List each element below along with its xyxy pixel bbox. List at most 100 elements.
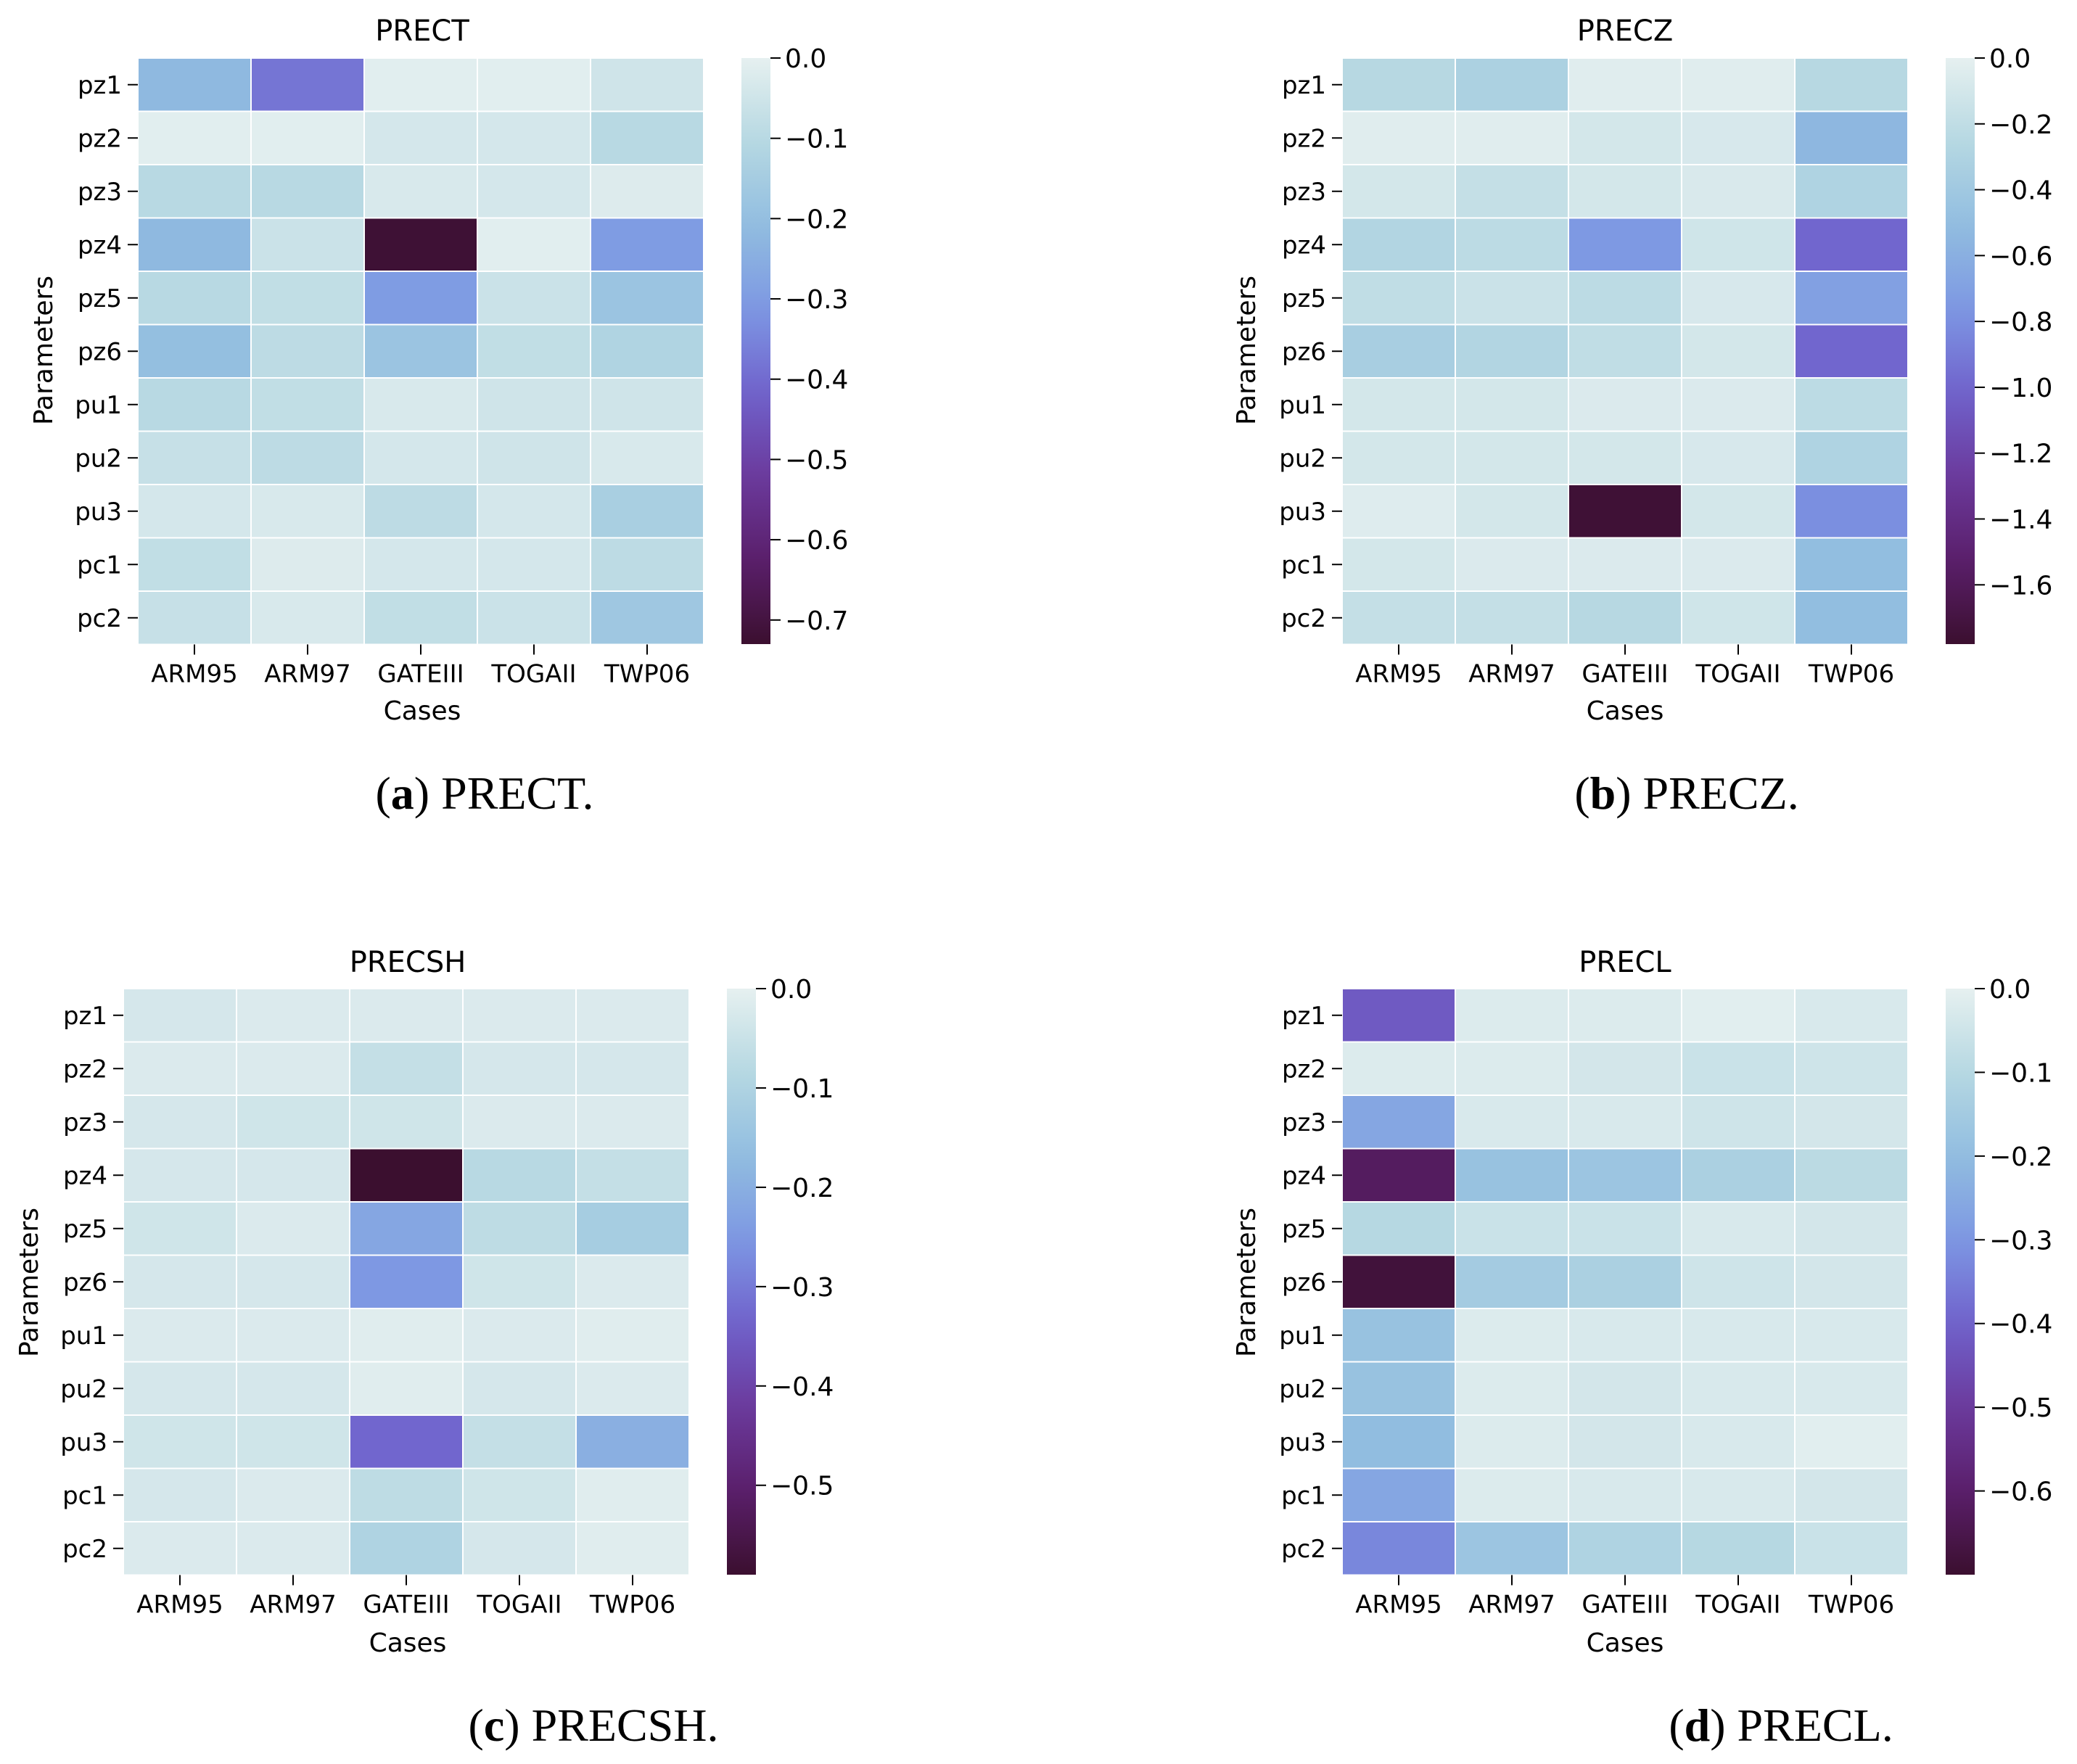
- column-label-TWP06: TWP06: [604, 660, 690, 689]
- column-label-ARM95: ARM95: [1355, 660, 1441, 689]
- heatmap-cell-pu2-TOGAII: [477, 430, 591, 485]
- row-label-pz5: pz5: [1282, 1215, 1326, 1244]
- heatmap-cell-pc1-TWP06: [1794, 1467, 1909, 1522]
- heatmap-cell-pz1-ARM95: [1341, 57, 1456, 112]
- panel-c-cells: [123, 988, 690, 1576]
- heatmap-cell-pz5-ARM95: [137, 271, 252, 326]
- heatmap-cell-pu1-TWP06: [1794, 1308, 1909, 1363]
- column-label-ARM97: ARM97: [250, 1591, 336, 1620]
- heatmap-cell-pc2-TOGAII: [1681, 1521, 1796, 1576]
- heatmap-cell-pc1-TWP06: [590, 537, 704, 592]
- heatmap-cell-pu1-ARM97: [236, 1308, 350, 1363]
- heatmap-cell-pu2-TWP06: [590, 430, 704, 485]
- heatmap-cell-pz2-ARM97: [236, 1041, 350, 1096]
- row-label-pu3: pu3: [60, 1428, 107, 1457]
- heatmap-cell-pc1-TWP06: [575, 1467, 690, 1522]
- column-label-GATEIII: GATEIII: [377, 660, 464, 689]
- heatmap-cell-pu2-ARM97: [236, 1361, 350, 1416]
- heatmap-cell-pz2-GATEIII: [363, 110, 478, 165]
- heatmap-cell-pz3-ARM97: [250, 164, 365, 219]
- heatmap-cell-pu3-ARM95: [1341, 1414, 1456, 1470]
- heatmap-cell-pz4-TWP06: [1794, 217, 1909, 272]
- heatmap-cell-pz5-ARM97: [1455, 1201, 1569, 1256]
- column-label-GATEIII: GATEIII: [1582, 660, 1668, 689]
- row-label-pu3: pu3: [1279, 1428, 1326, 1457]
- heatmap-cell-pz4-GATEIII: [1568, 1147, 1682, 1203]
- heatmap-cell-pz1-ARM97: [1455, 57, 1569, 112]
- column-label-ARM95: ARM95: [1355, 1591, 1441, 1620]
- heatmap-cell-pc1-GATEIII: [363, 537, 478, 592]
- panel-d-ylabel: Parameters: [1232, 1208, 1262, 1357]
- panel-d-xlabel: Cases: [1587, 1628, 1664, 1658]
- row-label-pu1: pu1: [60, 1322, 107, 1351]
- heatmap-cell-pz4-ARM95: [1341, 217, 1456, 272]
- colorbar-tick-label: −0.1: [785, 125, 848, 154]
- row-label-pz1: pz1: [1282, 1002, 1326, 1031]
- heatmap-cell-pz3-ARM95: [1341, 164, 1456, 219]
- heatmap-cell-pu2-ARM95: [123, 1361, 237, 1416]
- heatmap-cell-pz3-ARM95: [1341, 1095, 1456, 1150]
- heatmap-cell-pz6-GATEIII: [363, 323, 478, 379]
- heatmap-cell-pu1-ARM95: [1341, 377, 1456, 432]
- panel-d-colorbar: 0.0 −0.1 −0.2 −0.3 −0.4 −0.5 −0.6: [1946, 975, 2052, 1575]
- heatmap-cell-pz1-TOGAII: [1681, 988, 1796, 1043]
- heatmap-cell-pz5-TWP06: [1794, 271, 1909, 326]
- row-label-pc2: pc2: [62, 1535, 107, 1564]
- colorbar-tick-label: −0.5: [770, 1472, 834, 1501]
- colorbar-tick-label: −0.4: [1989, 176, 2052, 206]
- column-label-TOGAII: TOGAII: [490, 660, 576, 689]
- column-label-TOGAII: TOGAII: [1695, 1591, 1780, 1620]
- panel-c-row-labels: pz1 pz2 pz3 pz4 pz5 pz6 pu1 pu2 pu3 pc1 pc2: [60, 1002, 123, 1564]
- heatmap-cell-pc1-ARM97: [236, 1467, 350, 1522]
- heatmap-cell-pz1-GATEIII: [1568, 988, 1682, 1043]
- heatmap-cell-pz2-TOGAII: [1681, 1041, 1796, 1096]
- heatmap-cell-pz2-GATEIII: [1568, 110, 1682, 165]
- row-label-pu2: pu2: [75, 444, 122, 473]
- panel-d-caption-text: PRECL.: [1737, 1699, 1893, 1751]
- heatmap-cell-pz6-ARM95: [1341, 1254, 1456, 1309]
- panel-c-caption-text: PRECSH.: [532, 1699, 719, 1751]
- row-label-pu1: pu1: [75, 391, 122, 420]
- heatmap-cell-pz4-GATEIII: [1568, 217, 1682, 272]
- heatmap-cell-pu1-ARM95: [1341, 1308, 1456, 1363]
- heatmap-cell-pu1-TWP06: [590, 377, 704, 432]
- heatmap-cell-pc1-GATEIII: [1568, 537, 1682, 592]
- heatmap-cell-pu1-TOGAII: [1681, 377, 1796, 432]
- heatmap-cell-pc1-GATEIII: [349, 1467, 464, 1522]
- panel-b: PRECZ pz1pz2pz3pz4pz5pz6pu1pu2pu3pc1pc2 …: [1232, 15, 2052, 819]
- heatmap-cell-pu2-ARM95: [137, 430, 252, 485]
- heatmap-cell-pz4-GATEIII: [349, 1147, 464, 1203]
- row-label-pc2: pc2: [77, 604, 122, 633]
- colorbar-gradient: [741, 58, 770, 644]
- heatmap-cell-pz6-TOGAII: [462, 1254, 577, 1309]
- heatmap-cell-pz4-ARM95: [137, 217, 252, 272]
- row-label-pu2: pu2: [1279, 444, 1326, 473]
- heatmap-cell-pz6-ARM95: [1341, 323, 1456, 379]
- panel-b-colorbar: 0.0 −0.2 −0.4 −0.6 −0.8 −1.0 −1.2 −1.4 −1.6: [1946, 44, 2052, 644]
- heatmap-cell-pz3-TWP06: [575, 1095, 690, 1150]
- heatmap-cell-pz4-TOGAII: [462, 1147, 577, 1203]
- heatmap-cell-pu2-TWP06: [575, 1361, 690, 1416]
- panel-a-colorbar: 0.0 −0.1 −0.2 −0.3 −0.4 −0.5 −0.6 −0.7: [741, 44, 848, 644]
- heatmap-cell-pz5-GATEIII: [349, 1201, 464, 1256]
- heatmap-cell-pu2-GATEIII: [1568, 1361, 1682, 1416]
- row-label-pz6: pz6: [1282, 1268, 1326, 1297]
- heatmap-cell-pu1-GATEIII: [349, 1308, 464, 1363]
- heatmap-cell-pu1-GATEIII: [363, 377, 478, 432]
- heatmap-cell-pz6-TWP06: [575, 1254, 690, 1309]
- heatmap-cell-pz4-TOGAII: [477, 217, 591, 272]
- heatmap-cell-pu2-TOGAII: [462, 1361, 577, 1416]
- column-label-GATEIII: GATEIII: [363, 1591, 449, 1620]
- heatmap-cell-pz1-TWP06: [575, 988, 690, 1043]
- heatmap-cell-pz2-ARM95: [137, 110, 252, 165]
- heatmap-cell-pz1-TWP06: [590, 57, 704, 112]
- heatmap-cell-pz6-TOGAII: [1681, 323, 1796, 379]
- heatmap-cell-pz5-GATEIII: [1568, 271, 1682, 326]
- heatmap-cell-pz4-ARM97: [1455, 1147, 1569, 1203]
- heatmap-cell-pz3-GATEIII: [1568, 1095, 1682, 1150]
- heatmap-cell-pu1-TOGAII: [1681, 1308, 1796, 1363]
- heatmap-cell-pz3-GATEIII: [349, 1095, 464, 1150]
- heatmap-cell-pu3-GATEIII: [1568, 1414, 1682, 1470]
- heatmap-cell-pc1-TOGAII: [1681, 1467, 1796, 1522]
- heatmap-cell-pz5-ARM95: [1341, 1201, 1456, 1256]
